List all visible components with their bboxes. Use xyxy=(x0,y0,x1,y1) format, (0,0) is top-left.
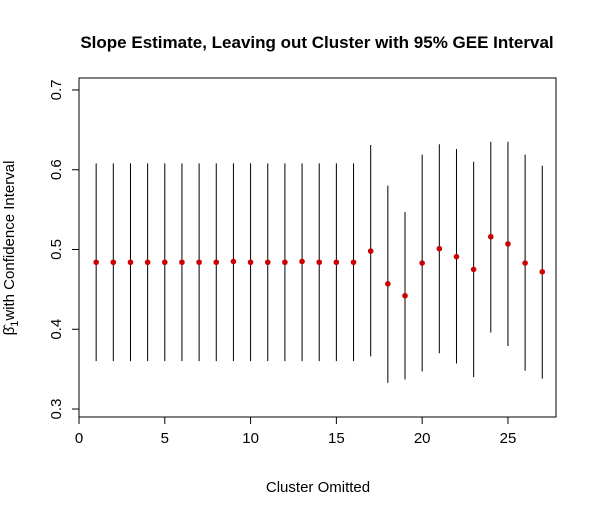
estimate-point xyxy=(333,259,340,266)
y-tick-label: 0.7 xyxy=(48,80,65,101)
chart-title: Slope Estimate, Leaving out Cluster with… xyxy=(80,33,553,52)
y-tick-label: 0.3 xyxy=(48,399,65,420)
estimate-point xyxy=(539,269,546,275)
estimate-point xyxy=(230,258,237,265)
estimate-point xyxy=(282,259,288,266)
y-axis-label-symbol: β̂ xyxy=(1,324,18,336)
estimate-point xyxy=(161,259,168,266)
estimate-point xyxy=(385,280,391,287)
estimate-point xyxy=(247,259,254,266)
y-tick-label: 0.4 xyxy=(48,319,65,340)
estimate-points xyxy=(93,233,546,299)
x-axis-label: Cluster Omitted xyxy=(266,479,370,496)
estimate-point xyxy=(299,258,305,265)
y-axis-label: β̂1with Confidence Interval xyxy=(1,161,21,336)
y-axis-label-text: with Confidence Interval xyxy=(1,161,18,322)
estimate-point xyxy=(453,253,460,260)
estimate-point xyxy=(179,259,185,266)
estimate-point xyxy=(350,259,357,266)
estimate-point xyxy=(127,259,134,266)
y-tick-label: 0.6 xyxy=(48,159,65,180)
confidence-intervals xyxy=(95,141,543,383)
x-tick-label: 15 xyxy=(328,430,345,447)
x-tick-label: 0 xyxy=(75,430,83,447)
estimate-point xyxy=(316,259,323,266)
y-axis: 0.3 0.4 0.5 0.6 0.7 xyxy=(48,80,80,420)
y-tick-label: 0.5 xyxy=(48,239,65,260)
x-tick-label: 25 xyxy=(500,430,517,447)
estimate-point xyxy=(419,260,425,266)
estimate-point xyxy=(470,266,477,273)
estimate-point xyxy=(436,245,443,252)
estimate-point xyxy=(487,233,494,240)
estimate-point xyxy=(522,260,528,266)
estimate-point xyxy=(213,259,220,266)
plot-frame xyxy=(78,77,557,418)
estimate-point xyxy=(93,259,99,266)
estimate-point xyxy=(402,292,408,299)
x-tick-label: 5 xyxy=(161,430,169,447)
estimate-point xyxy=(196,259,202,266)
x-tick-label: 20 xyxy=(414,430,431,447)
estimate-point xyxy=(144,259,151,266)
y-axis-label-subscript: 1 xyxy=(9,321,21,327)
estimate-point xyxy=(110,259,117,266)
estimate-point xyxy=(264,259,271,266)
estimate-point xyxy=(505,241,511,247)
x-tick-label: 10 xyxy=(242,430,259,447)
x-axis: 0 5 10 15 20 25 xyxy=(75,416,517,447)
estimate-point xyxy=(367,248,374,254)
